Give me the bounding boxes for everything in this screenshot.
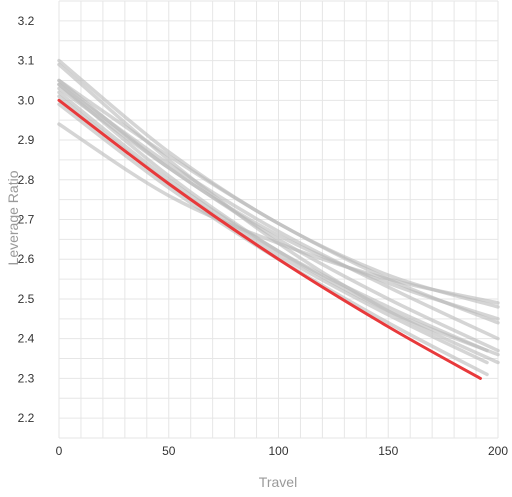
x-tick-label: 0 (56, 444, 63, 458)
x-axis-title: Travel (259, 474, 297, 490)
y-tick-label: 2.8 (18, 173, 35, 187)
x-tick-label: 150 (378, 444, 398, 458)
plot-lines (57, 58, 500, 380)
y-tick-label: 2.2 (18, 411, 35, 425)
y-tick-label: 2.9 (18, 133, 35, 147)
y-axis-title: Leverage Ratio (5, 170, 21, 265)
y-tick-label: 2.5 (18, 292, 35, 306)
y-tick-label: 2.3 (18, 371, 35, 385)
comparison-series-line-8 (57, 90, 489, 353)
y-axis-ticks: 2.2 2.3 2.4 2.5 2.6 2.7 2.8 2.9 3.0 3.1 3.2 (18, 14, 35, 425)
y-tick-label: 3.0 (18, 93, 35, 107)
comparison-series-line-11 (57, 122, 500, 305)
y-tick-label: 3.2 (18, 14, 35, 28)
x-tick-label: 50 (162, 444, 176, 458)
x-tick-label: 200 (488, 444, 508, 458)
x-axis-ticks: 0 50 100 150 200 (56, 444, 509, 458)
x-tick-label: 100 (268, 444, 288, 458)
y-tick-label: 2.4 (18, 332, 35, 346)
y-tick-label: 3.1 (18, 54, 35, 68)
grid (58, 0, 499, 439)
highlighted-series-line (57, 98, 482, 380)
y-tick-label: 2.7 (18, 213, 35, 227)
y-tick-label: 2.6 (18, 252, 35, 266)
comparison-series-line-5 (57, 82, 500, 341)
comparison-series-line-7 (57, 86, 500, 353)
